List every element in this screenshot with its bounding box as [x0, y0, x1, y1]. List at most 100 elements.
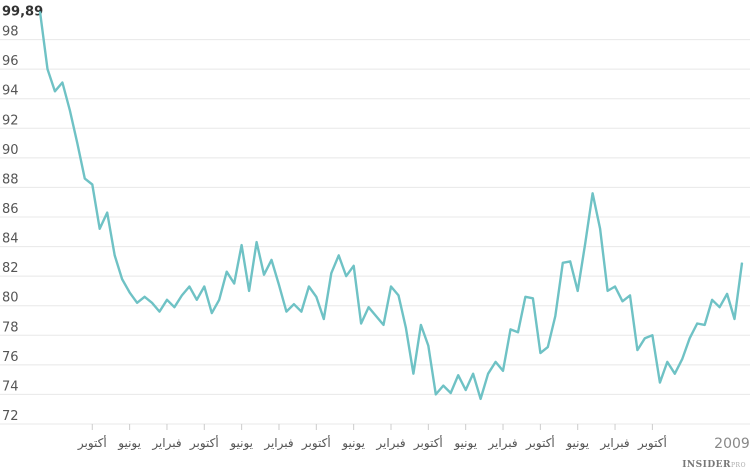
data-point	[644, 337, 646, 339]
gridlines	[0, 39, 750, 425]
data-point	[353, 265, 355, 267]
data-point	[450, 392, 452, 394]
y-axis-ticks: 72 74 76 78 80 82 84 86 88 90 92 94 96 98 99,89	[2, 5, 43, 424]
data-point	[442, 384, 444, 387]
brand-watermark: INSIDERPRO	[682, 460, 746, 470]
data-point	[480, 398, 482, 400]
series-line	[38, 11, 744, 401]
data-point	[91, 183, 93, 186]
x-tick-label: أكتوبر	[413, 435, 443, 451]
data-point	[509, 328, 512, 330]
data-point	[129, 291, 131, 294]
data-point	[599, 228, 601, 230]
y-tick-label: 96	[2, 54, 19, 69]
data-point	[330, 272, 332, 274]
data-point	[293, 303, 295, 305]
data-point	[106, 211, 108, 214]
data-point	[360, 322, 362, 325]
data-point	[308, 285, 310, 288]
data-point	[114, 254, 116, 257]
data-point	[666, 361, 668, 363]
data-point	[166, 299, 168, 301]
data-point	[241, 244, 243, 246]
data-point	[412, 373, 415, 375]
data-point	[420, 324, 422, 326]
x-tick-label: فبراير	[151, 436, 181, 451]
data-point	[584, 243, 586, 245]
x-tick-label: يونيو	[229, 436, 253, 451]
data-point	[233, 282, 235, 285]
data-point	[255, 241, 258, 243]
data-point	[704, 324, 706, 326]
x-tick-label: أكتوبر	[525, 435, 555, 451]
data-point	[196, 299, 198, 301]
data-point	[188, 285, 190, 288]
data-point	[390, 285, 392, 288]
data-point	[382, 324, 385, 326]
data-point	[494, 361, 497, 363]
data-point	[285, 311, 288, 313]
brand-suffix: PRO	[731, 462, 746, 469]
data-point	[226, 271, 228, 273]
data-point	[621, 300, 624, 302]
series-layer	[38, 11, 744, 401]
y-tick-label: 94	[2, 84, 19, 99]
data-point	[397, 294, 400, 296]
x-tick-label: فبراير	[375, 436, 405, 451]
data-point	[69, 109, 71, 112]
data-point	[367, 306, 370, 308]
data-point	[270, 259, 273, 261]
y-tick-label: 86	[2, 202, 19, 217]
x-axis-ticks: أكتوبر يونيو فبراير أكتوبر يونيو فبراير أكتوبر…	[77, 424, 750, 452]
y-tick-label: 74	[2, 379, 19, 394]
data-point	[405, 327, 407, 329]
data-point	[181, 294, 183, 296]
data-point	[76, 142, 78, 144]
data-point	[278, 284, 280, 286]
data-point	[517, 331, 519, 333]
y-tick-label: 88	[2, 172, 19, 187]
data-point	[457, 374, 459, 376]
data-point	[562, 262, 564, 264]
data-point	[577, 290, 579, 292]
data-point	[718, 306, 721, 308]
data-point	[218, 299, 220, 301]
x-tick-label: فبراير	[487, 436, 517, 451]
data-point	[606, 290, 609, 292]
data-point	[158, 311, 161, 313]
data-point	[547, 346, 549, 348]
brand-name: INSIDER	[682, 460, 732, 470]
data-point	[263, 274, 265, 276]
data-point	[524, 296, 527, 298]
data-point	[427, 345, 429, 347]
x-year-label: 2009	[714, 436, 750, 452]
y-tick-label: 80	[2, 291, 19, 306]
data-point	[151, 302, 153, 304]
data-point	[211, 312, 213, 314]
data-point	[539, 352, 541, 354]
data-point	[345, 275, 347, 277]
data-point	[726, 293, 728, 295]
y-tick-label: 78	[2, 320, 19, 335]
x-tick-label: أكتوبر	[301, 435, 331, 451]
x-tick-label: يونيو	[117, 436, 141, 451]
data-point	[592, 192, 594, 194]
y-tick-label: 98	[2, 25, 19, 40]
y-tick-label: 72	[2, 409, 19, 424]
data-point	[569, 260, 571, 262]
data-point	[248, 290, 250, 292]
data-point	[300, 311, 302, 313]
data-point	[733, 318, 736, 320]
data-point	[554, 315, 556, 317]
x-tick-label: أكتوبر	[189, 435, 219, 451]
x-tick-label: أكتوبر	[637, 435, 667, 451]
x-tick-label: يونيو	[341, 436, 365, 451]
data-point	[532, 297, 534, 299]
data-point	[487, 373, 489, 375]
data-point	[143, 296, 146, 298]
y-tick-label: 84	[2, 232, 19, 247]
data-point	[674, 373, 676, 375]
data-point	[651, 334, 653, 336]
data-point	[61, 81, 64, 84]
data-point	[689, 337, 691, 339]
